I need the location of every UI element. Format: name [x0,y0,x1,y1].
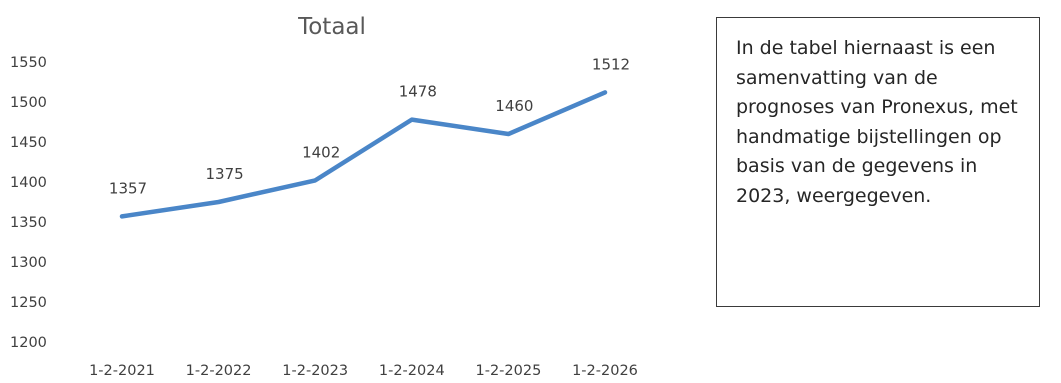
y-tick-label: 1400 [10,175,47,191]
note-text: In de tabel hiernaast is een samenvattin… [736,37,1018,207]
data-label: 1478 [399,83,437,101]
series-line [119,90,608,219]
data-label: 1512 [592,55,630,73]
y-axis-ticks: 1200 1250 1300 1350 1400 1450 1500 1550 [10,55,47,351]
data-label: 1460 [495,97,533,115]
data-label: 1375 [206,165,244,183]
y-tick-label: 1450 [10,135,47,151]
y-tick-label: 1200 [10,335,47,351]
data-label: 1357 [109,179,147,197]
x-tick-label: 1-2-2026 [572,363,638,379]
y-tick-label: 1250 [10,295,47,311]
x-tick-label: 1-2-2025 [475,363,541,379]
y-tick-label: 1500 [10,95,47,111]
x-axis-ticks: 1-2-2021 1-2-2022 1-2-2023 1-2-2024 1-2-2025… [89,363,638,379]
x-tick-label: 1-2-2023 [282,363,348,379]
note-box: In de tabel hiernaast is een samenvattin… [716,17,1040,307]
x-tick-label: 1-2-2021 [89,363,155,379]
y-tick-label: 1300 [10,255,47,271]
data-labels: 1357 1375 1402 1478 1460 1512 [109,55,630,197]
data-label: 1402 [302,143,340,161]
x-tick-label: 1-2-2022 [186,363,252,379]
series-total [119,90,608,219]
y-tick-label: 1550 [10,55,47,71]
x-tick-label: 1-2-2024 [379,363,445,379]
line-chart: Totaal 12001250130013501400145015001550 … [10,14,638,379]
chart-title: Totaal [297,14,366,40]
y-tick-label: 1350 [10,215,47,231]
